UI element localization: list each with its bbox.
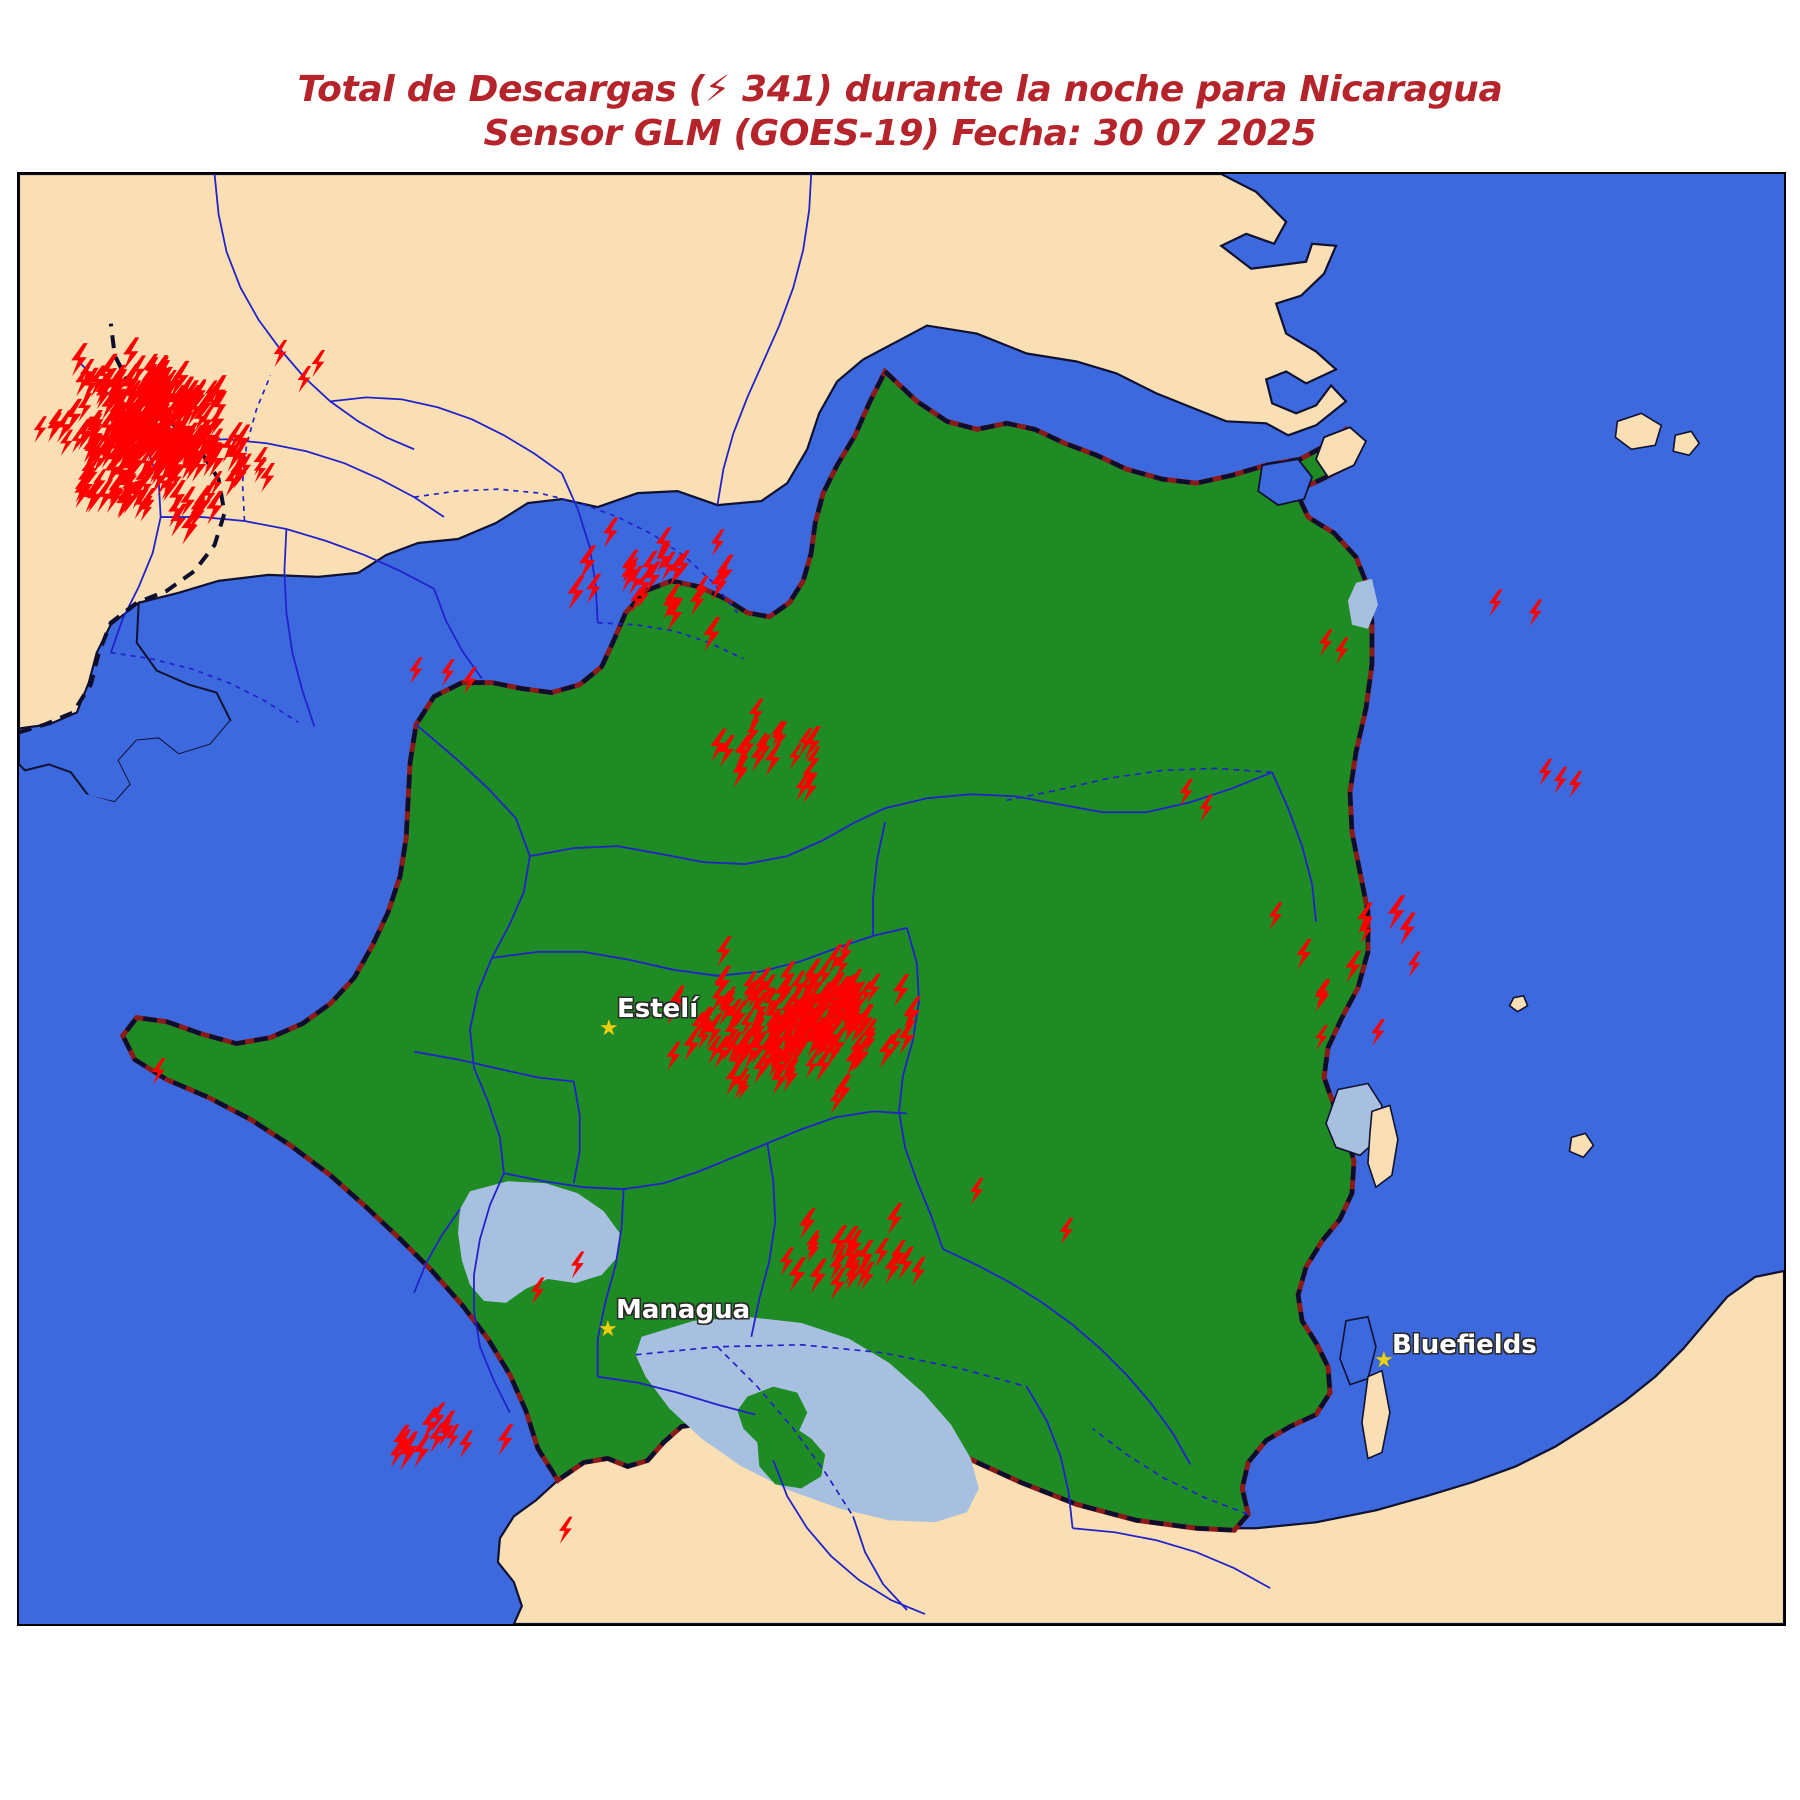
lake-nicaragua bbox=[635, 1316, 979, 1523]
fonseca-inlet bbox=[24, 720, 265, 954]
admin-boundaries-costarica bbox=[772, 1386, 1271, 1615]
land-honduras bbox=[19, 174, 1348, 730]
title-line-1: Total de Descargas (⚡ 341) durante la no… bbox=[297, 69, 1503, 110]
city-marker-managua: ★ bbox=[598, 1316, 618, 1341]
admin-boundaries-dotted bbox=[635, 767, 1273, 1517]
map-svg bbox=[19, 174, 1784, 1624]
ometepe-island bbox=[737, 1386, 826, 1489]
chart-title-block: Total de Descargas (⚡ 341) durante la no… bbox=[0, 68, 1800, 156]
city-marker-esteli: ★ bbox=[599, 1015, 619, 1040]
nicaragua-fill bbox=[122, 371, 1372, 1531]
cabo-gracias-spit bbox=[1315, 426, 1368, 479]
title-line-2: Sensor GLM (GOES-19) Fecha: 30 07 2025 bbox=[483, 112, 1317, 154]
city-marker-bluefields: ★ bbox=[1374, 1347, 1394, 1372]
map-canvas[interactable]: ★ Estelí ★ Managua ★ Bluefields bbox=[17, 172, 1786, 1626]
bar-sandbank-east bbox=[1367, 1104, 1399, 1189]
nicaragua-border-dashed bbox=[120, 367, 1375, 1533]
lake-managua bbox=[458, 1181, 620, 1303]
lagoon-wounta bbox=[1347, 578, 1378, 629]
bluefields-spit bbox=[1361, 1369, 1391, 1460]
admin-boundaries-nicaragua bbox=[413, 723, 1317, 1465]
caribbean-cays bbox=[1508, 412, 1701, 1159]
admin-boundaries-honduras-dotted bbox=[110, 375, 744, 724]
cabo-bay bbox=[1257, 458, 1314, 507]
